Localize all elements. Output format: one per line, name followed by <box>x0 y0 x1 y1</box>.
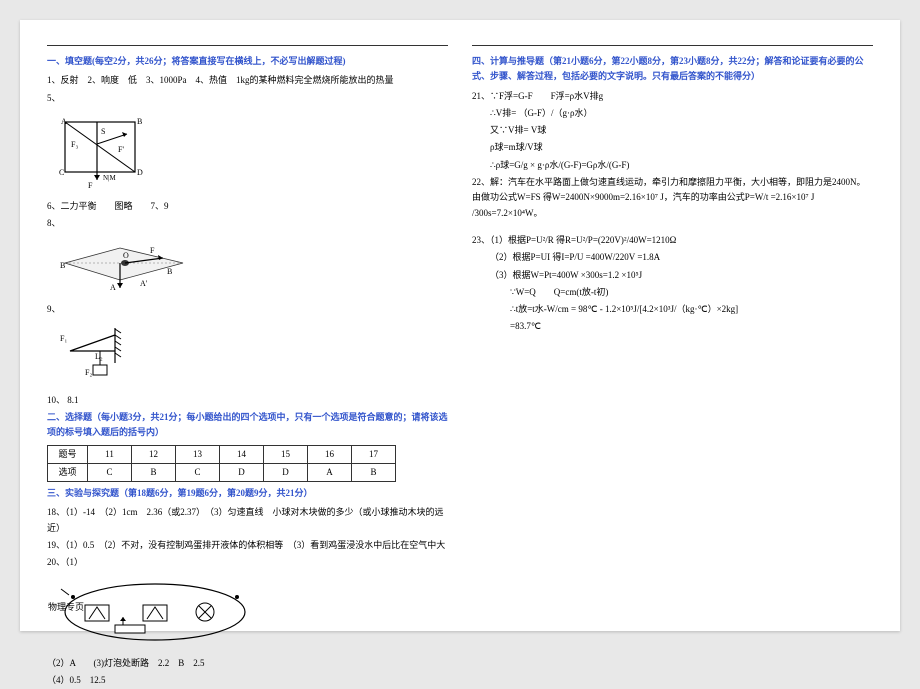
q23-line-d: ∵W=Q Q=cm(t放-t初) <box>472 285 873 300</box>
svg-text:F: F <box>88 181 93 190</box>
q23-line-b: （2）根据P=UI 得I=P/U =400W/220V =1.8A <box>472 250 873 265</box>
table-cell: 题号 <box>48 445 88 463</box>
svg-text:F₁: F₁ <box>60 334 67 343</box>
table-cell: 14 <box>220 445 264 463</box>
q21-line-a: 21、∵F浮=G-F F浮=ρ水V排g <box>472 89 873 104</box>
q21-line-c: 又∵V排= V球 <box>472 123 873 138</box>
table-cell: 17 <box>352 445 396 463</box>
table-cell: D <box>220 463 264 481</box>
q20-label: 20、（1） <box>47 555 448 570</box>
table-cell: 选项 <box>48 463 88 481</box>
svg-text:F: F <box>150 246 155 255</box>
q21-line-b: ∴V排= （G-F）/（g·ρ水） <box>472 106 873 121</box>
svg-text:O: O <box>123 251 129 260</box>
figure-q8: O F B A A' B <box>55 238 205 293</box>
q9-label: 9、 <box>47 302 448 317</box>
svg-text:B: B <box>60 261 65 270</box>
q21-line-d: ρ球=m球/V球 <box>472 140 873 155</box>
table-cell: 15 <box>264 445 308 463</box>
q20-answers-b: （2）A (3)灯泡处断路 2.2 B 2.5 <box>47 656 448 671</box>
table-cell: 12 <box>132 445 176 463</box>
table-cell: B <box>352 463 396 481</box>
section3-heading: 三、实验与探究题（第18题6分，第19题6分，第20题9分，共21分） <box>47 486 448 501</box>
svg-text:N|M: N|M <box>103 174 116 182</box>
q23-line-a: 23、（1）根据P=U²/R 得R=U²/P=(220V)²/40W=1210Ω <box>472 233 873 248</box>
svg-text:F₃: F₃ <box>71 140 78 149</box>
q20-answers-c: （4）0.5 12.5 <box>47 673 448 688</box>
svg-text:F₂: F₂ <box>85 368 92 377</box>
table-cell: A <box>308 463 352 481</box>
table-cell: B <box>132 463 176 481</box>
page-footer: 物理专页 <box>48 600 84 613</box>
svg-text:B: B <box>137 117 142 126</box>
answer-table: 题号 11 12 13 14 15 16 17 选项 C B C D D A B <box>47 445 396 483</box>
figure-q20-circuit <box>55 577 255 647</box>
q22-answer: 22、解：汽车在水平路面上做匀速直线运动，牵引力和摩擦阻力平衡，大小相等，即阻力… <box>472 175 873 221</box>
svg-text:B: B <box>167 267 172 276</box>
q19-answers: 19、（1）0.5 （2）不对，没有控制鸡蛋排开液体的体积相等 （3）看到鸡蛋浸… <box>47 538 448 553</box>
table-cell: 16 <box>308 445 352 463</box>
svg-text:D: D <box>137 168 143 177</box>
q23-line-c: （3）根据W=Pt=400W ×300s=1.2 ×10⁵J <box>472 268 873 283</box>
q21-line-e: ∴ρ球=G/g × g·ρ水/(G-F)=Gρ水/(G-F) <box>472 158 873 173</box>
q18-answers: 18、（1）-14 （2）1cm 2.36（或2.37） （3）匀速直线 小球对… <box>47 505 448 536</box>
q6-q7-answers: 6、二力平衡 图略 7、9 <box>47 199 448 214</box>
q23-line-f: =83.7℃ <box>472 319 873 334</box>
svg-text:C: C <box>59 168 64 177</box>
q5-label: 5、 <box>47 91 448 106</box>
svg-text:S: S <box>101 127 105 136</box>
table-cell: 13 <box>176 445 220 463</box>
svg-text:F': F' <box>118 145 124 154</box>
q8-label: 8、 <box>47 216 448 231</box>
section4-heading: 四、计算与推导题（第21小题6分，第22小题8分，第23小题8分，共22分；解答… <box>472 54 873 85</box>
q10-answer: 10、 8.1 <box>47 393 448 408</box>
table-cell: D <box>264 463 308 481</box>
section1-heading: 一、填空题(每空2分，共26分；将答案直接写在横线上，不必写出解题过程) <box>47 54 448 69</box>
svg-text:A': A' <box>140 279 148 288</box>
svg-text:L₂: L₂ <box>95 352 103 361</box>
table-cell: C <box>176 463 220 481</box>
q1-answers: 1、反射 2、响度 低 3、1000Pa 4、热值 1kg的某种燃料完全燃烧所能… <box>47 73 448 88</box>
figure-q5: A B D C F S N|M F₃ F' <box>55 112 150 190</box>
svg-text:A: A <box>110 283 116 292</box>
table-cell: 11 <box>88 445 132 463</box>
svg-text:A: A <box>61 117 67 126</box>
table-cell: C <box>88 463 132 481</box>
section2-heading: 二、选择题（每小题3分，共21分；每小题给出的四个选项中，只有一个选项是符合题意… <box>47 410 448 441</box>
q23-line-e: ∴t放=t水-W/cm = 98℃ - 1.2×10⁵J/[4.2×10³J/（… <box>472 302 873 317</box>
figure-q9: F₁ L₂ F₂ <box>55 323 135 383</box>
